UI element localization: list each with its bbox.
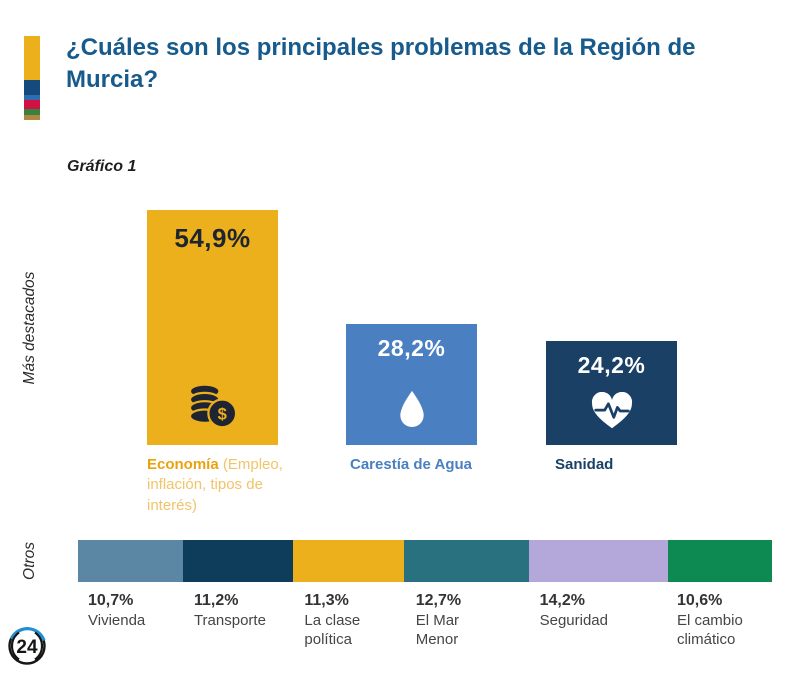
accent-segment <box>24 95 40 100</box>
bar-value-label: 28,2% <box>377 335 446 361</box>
heartbeat-icon <box>590 391 634 430</box>
bar-value-label: 54,9% <box>174 223 251 253</box>
bar-label-main: Economía <box>147 456 219 473</box>
bar-label-sanidad: Sanidad <box>555 456 614 473</box>
others-label-seguridad: 14,2% Seguridad <box>530 592 667 650</box>
page-title: ¿Cuáles son los principales problemas de… <box>66 34 696 94</box>
group-label-featured: Más destacados <box>21 271 38 385</box>
accent-segment <box>24 80 40 95</box>
others-label-clase-politica: 11,3% La clase política <box>294 592 405 650</box>
others-name: La clase política <box>304 612 361 648</box>
others-label-vivienda: 10,7% Vivienda <box>78 592 184 650</box>
others-value: 10,7% <box>88 592 134 609</box>
others-value: 14,2% <box>539 592 585 609</box>
others-segment-clase-politica <box>292 540 404 582</box>
chart-caption: Gráfico 1 <box>67 158 137 175</box>
accent-segment <box>24 100 40 109</box>
others-segment-vivienda <box>78 540 184 582</box>
accent-segment <box>24 109 40 115</box>
others-label-cambio-climatico: 10,6% El cambio climático <box>667 592 772 650</box>
others-segment-transporte <box>183 540 293 582</box>
brand-logo-24: 24 <box>5 624 49 668</box>
bar-economia: 54,9% $ <box>147 210 278 445</box>
group-label-others: Otros <box>21 542 38 580</box>
bar-carestia-de-agua: 28,2% <box>346 324 477 445</box>
others-name: El cambio climático <box>676 612 743 648</box>
bar-sanidad: 24,2% <box>546 341 677 445</box>
others-name: Seguridad <box>539 612 608 629</box>
others-strip <box>78 540 772 582</box>
water-drop-icon <box>394 388 430 430</box>
accent-segment <box>24 115 40 120</box>
others-name: Vivienda <box>88 612 146 629</box>
others-name: El Mar Menor <box>415 612 460 648</box>
others-segment-seguridad <box>528 540 668 582</box>
others-label-mar-menor: 12,7% El Mar Menor <box>406 592 530 650</box>
bar-value-label: 24,2% <box>577 352 646 378</box>
others-labels: 10,7% Vivienda 11,2% Transporte 11,3% La… <box>78 592 772 650</box>
bar-label-sub: (Empleo, inflación, tipos de interés) <box>147 456 283 514</box>
others-segment-cambio-climatico <box>667 540 772 582</box>
others-value: 11,3% <box>304 592 349 609</box>
logo-number: 24 <box>16 637 38 658</box>
header-accent-bar <box>24 36 40 120</box>
others-segment-mar-menor <box>403 540 529 582</box>
others-name: Transporte <box>193 612 266 629</box>
others-value: 10,6% <box>676 592 723 609</box>
bar-label-carestia-de-agua: Carestía de Agua <box>350 456 472 473</box>
coins-icon: $ <box>185 382 241 430</box>
others-label-transporte: 11,2% Transporte <box>184 592 294 650</box>
bar-label-economia: Economía (Empleo, inflación, tipos de in… <box>147 455 293 516</box>
others-value: 11,2% <box>193 592 239 609</box>
accent-segment <box>24 36 40 80</box>
svg-text:$: $ <box>217 404 226 423</box>
others-value: 12,7% <box>415 592 462 609</box>
